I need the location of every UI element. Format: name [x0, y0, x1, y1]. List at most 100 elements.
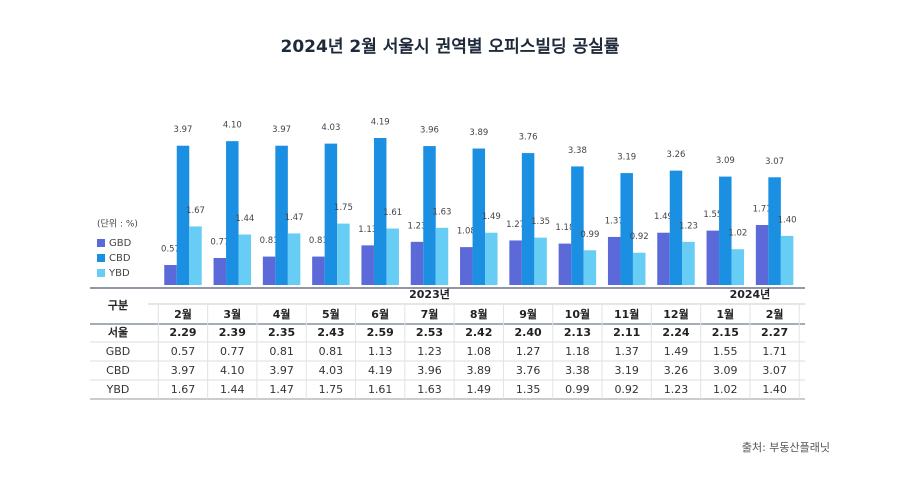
- bar: [509, 240, 522, 285]
- table-cell: 1.40: [762, 383, 787, 396]
- bar-value-label: 0.81: [309, 236, 328, 246]
- table-cell: 4.03: [319, 364, 344, 377]
- table-cell: 3.96: [417, 364, 442, 377]
- bar: [287, 233, 301, 285]
- bar-value-label: 3.19: [617, 153, 636, 163]
- year-label: 2023년: [409, 287, 450, 301]
- bar-value-label: 3.07: [765, 157, 784, 167]
- table-cell: 0.81: [269, 345, 294, 358]
- legend-swatch: [97, 254, 105, 262]
- month-label: 11월: [614, 307, 639, 321]
- bar: [768, 177, 781, 285]
- bar-value-label: 3.26: [667, 150, 686, 160]
- bar-value-label: 1.49: [654, 212, 673, 222]
- bar-value-label: 0.92: [630, 232, 649, 242]
- source: 출처: 부동산플래닛: [742, 441, 830, 454]
- table-cell: 1.67: [171, 383, 196, 396]
- month-label: 12월: [663, 307, 688, 321]
- bar-value-label: 0.77: [210, 237, 229, 247]
- table-cell: 4.19: [368, 364, 393, 377]
- bar-value-label: 1.27: [506, 220, 525, 230]
- table-cell: 1.49: [664, 345, 689, 358]
- month-label: 7월: [421, 307, 439, 321]
- table-cell: 0.77: [220, 345, 245, 358]
- row-label: GBD: [106, 345, 131, 358]
- bar-value-label: 1.18: [555, 223, 574, 233]
- legend-label: YBD: [108, 268, 130, 279]
- table-cell: 0.81: [319, 345, 344, 358]
- bar: [607, 236, 621, 285]
- row-label: YBD: [106, 383, 130, 396]
- bar-value-label: 3.89: [469, 128, 488, 138]
- bar: [435, 227, 449, 285]
- bar: [373, 138, 387, 285]
- table-cell: 3.76: [516, 364, 541, 377]
- bar: [324, 143, 338, 285]
- bar-value-label: 1.08: [457, 227, 476, 237]
- bar-value-label: 1.37: [605, 216, 624, 226]
- table-cell: 2.11: [613, 326, 640, 339]
- bar: [226, 141, 239, 285]
- table-cell: 3.26: [664, 364, 689, 377]
- table-cell: 3.97: [171, 364, 196, 377]
- table-cell: 1.55: [713, 345, 738, 358]
- table-cell: 1.13: [368, 345, 393, 358]
- bar: [472, 148, 486, 285]
- month-label: 9월: [519, 307, 537, 321]
- month-label: 4월: [273, 307, 291, 321]
- bar: [410, 241, 424, 285]
- bar: [238, 234, 252, 285]
- bar-value-label: 1.02: [728, 229, 747, 239]
- table-cell: 1.75: [319, 383, 344, 396]
- bar: [571, 166, 584, 285]
- bar-value-label: 4.03: [321, 123, 340, 133]
- bar-value-label: 3.97: [174, 125, 193, 135]
- table-cell: 1.08: [467, 345, 492, 358]
- bar-value-label: 0.81: [260, 236, 279, 246]
- table-cell: 1.27: [516, 345, 541, 358]
- table-cell: 2.15: [712, 326, 739, 339]
- table-cell: 3.07: [762, 364, 787, 377]
- table-header: 구분: [108, 299, 128, 312]
- bar: [189, 226, 202, 285]
- bar-value-label: 1.47: [285, 213, 304, 223]
- bar-value-label: 1.75: [334, 203, 353, 213]
- bar-value-label: 0.99: [580, 230, 599, 240]
- month-label: 2월: [174, 307, 192, 321]
- legend-swatch: [97, 239, 105, 247]
- table-cell: 3.97: [269, 364, 294, 377]
- table-cell: 1.44: [220, 383, 245, 396]
- bar: [521, 153, 535, 285]
- bar: [583, 250, 597, 285]
- bar-value-label: 3.09: [716, 156, 735, 166]
- bar-value-label: 1.35: [531, 217, 550, 227]
- bar-value-label: 1.71: [753, 205, 772, 215]
- bar: [275, 145, 288, 285]
- table-cell: 1.63: [417, 383, 442, 396]
- bar-value-label: 1.49: [482, 212, 501, 222]
- table-cell: 1.23: [417, 345, 442, 358]
- table-cell: 2.27: [761, 326, 788, 339]
- table-cell: 2.53: [416, 326, 443, 339]
- table-cell: 2.35: [268, 326, 295, 339]
- bar: [164, 265, 177, 285]
- bar: [337, 223, 350, 285]
- bar: [485, 232, 498, 285]
- bar-value-label: 1.13: [358, 225, 377, 235]
- bar-value-label: 1.23: [408, 221, 427, 231]
- month-label: 10월: [565, 307, 590, 321]
- table-cell: 1.18: [565, 345, 590, 358]
- bar: [731, 249, 745, 285]
- table-cell: 1.61: [368, 383, 393, 396]
- table-cell: 4.10: [220, 364, 245, 377]
- bar-value-label: 3.97: [272, 125, 291, 135]
- bar: [755, 225, 769, 285]
- year-label: 2024년: [730, 287, 771, 301]
- table-cell: 1.71: [762, 345, 787, 358]
- bar: [361, 245, 374, 285]
- bar-value-label: 1.23: [679, 221, 698, 231]
- table-cell: 3.09: [713, 364, 738, 377]
- table-cell: 2.39: [219, 326, 246, 339]
- table-cell: 2.29: [169, 326, 196, 339]
